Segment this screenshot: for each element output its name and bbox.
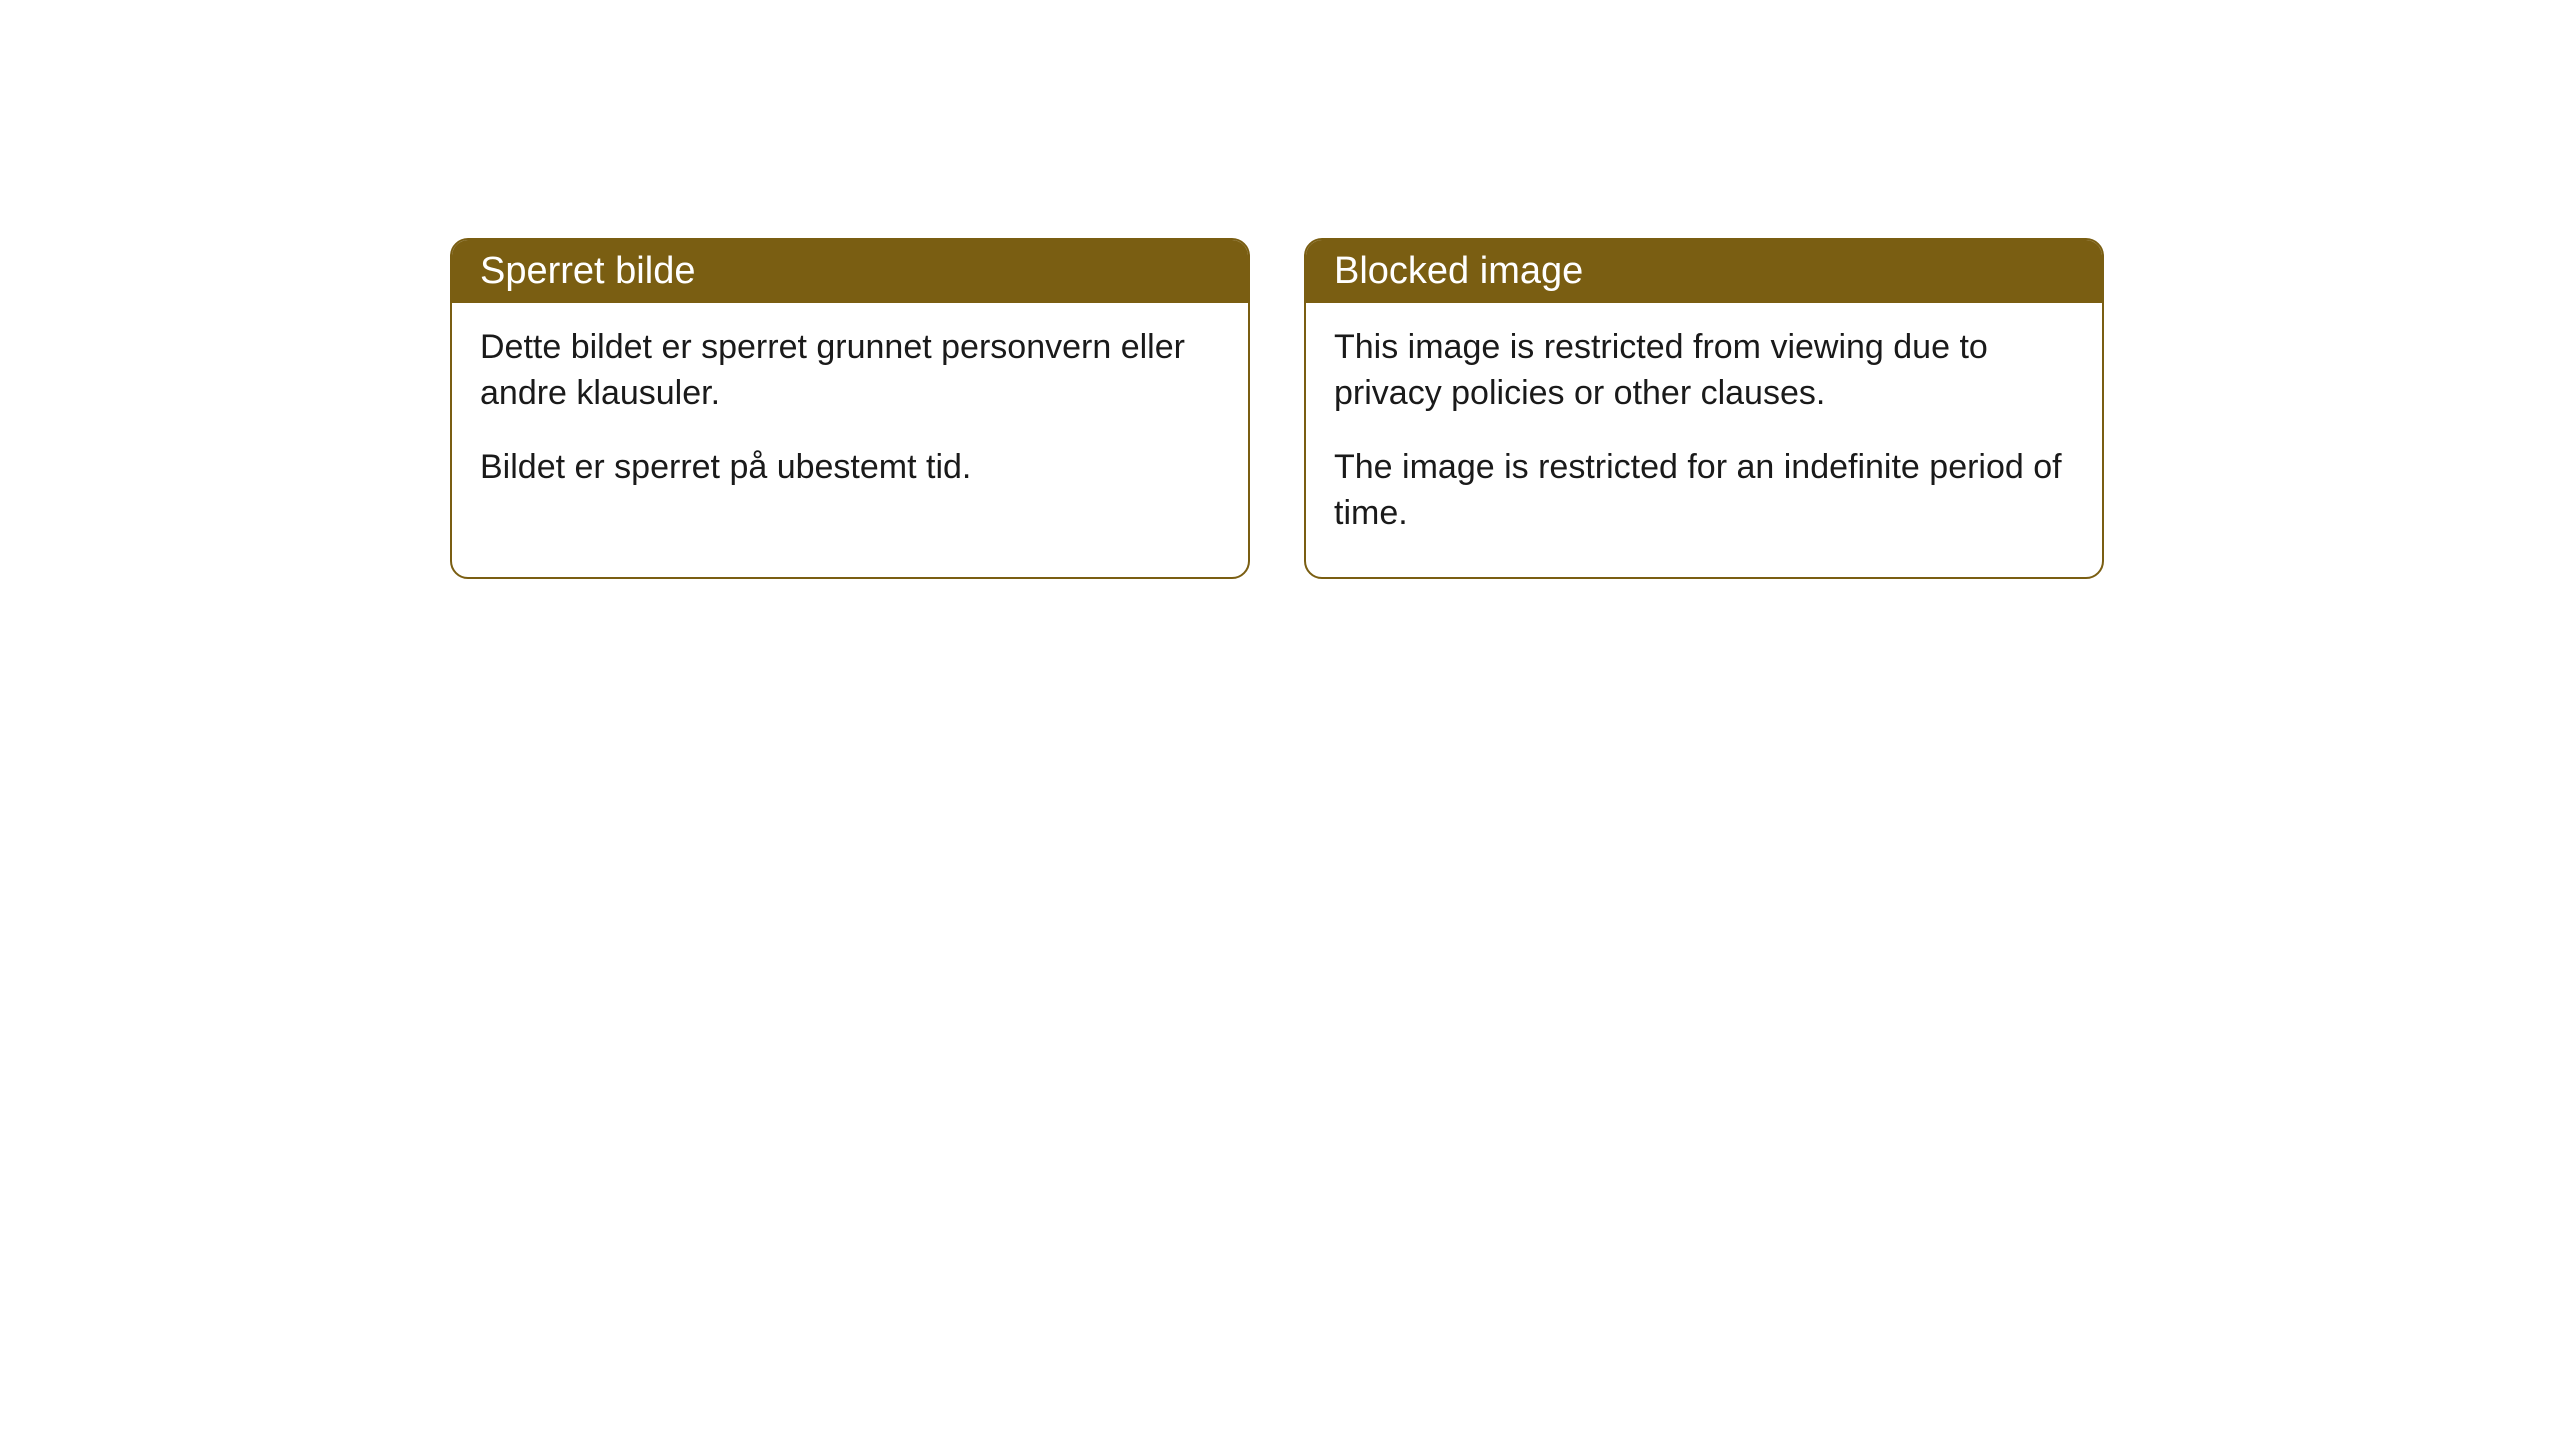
- card-title-norwegian: Sperret bilde: [480, 250, 695, 292]
- card-body-english: This image is restricted from viewing du…: [1306, 303, 2102, 577]
- card-paragraph-1-norwegian: Dette bildet er sperret grunnet personve…: [480, 325, 1220, 417]
- card-header-norwegian: Sperret bilde: [452, 240, 1248, 303]
- card-paragraph-2-norwegian: Bildet er sperret på ubestemt tid.: [480, 445, 1220, 491]
- card-body-norwegian: Dette bildet er sperret grunnet personve…: [452, 303, 1248, 531]
- card-paragraph-1-english: This image is restricted from viewing du…: [1334, 325, 2074, 417]
- cards-container: Sperret bilde Dette bildet er sperret gr…: [450, 238, 2104, 579]
- card-title-english: Blocked image: [1334, 250, 1583, 292]
- card-norwegian: Sperret bilde Dette bildet er sperret gr…: [450, 238, 1250, 579]
- card-paragraph-2-english: The image is restricted for an indefinit…: [1334, 445, 2074, 537]
- card-english: Blocked image This image is restricted f…: [1304, 238, 2104, 579]
- card-header-english: Blocked image: [1306, 240, 2102, 303]
